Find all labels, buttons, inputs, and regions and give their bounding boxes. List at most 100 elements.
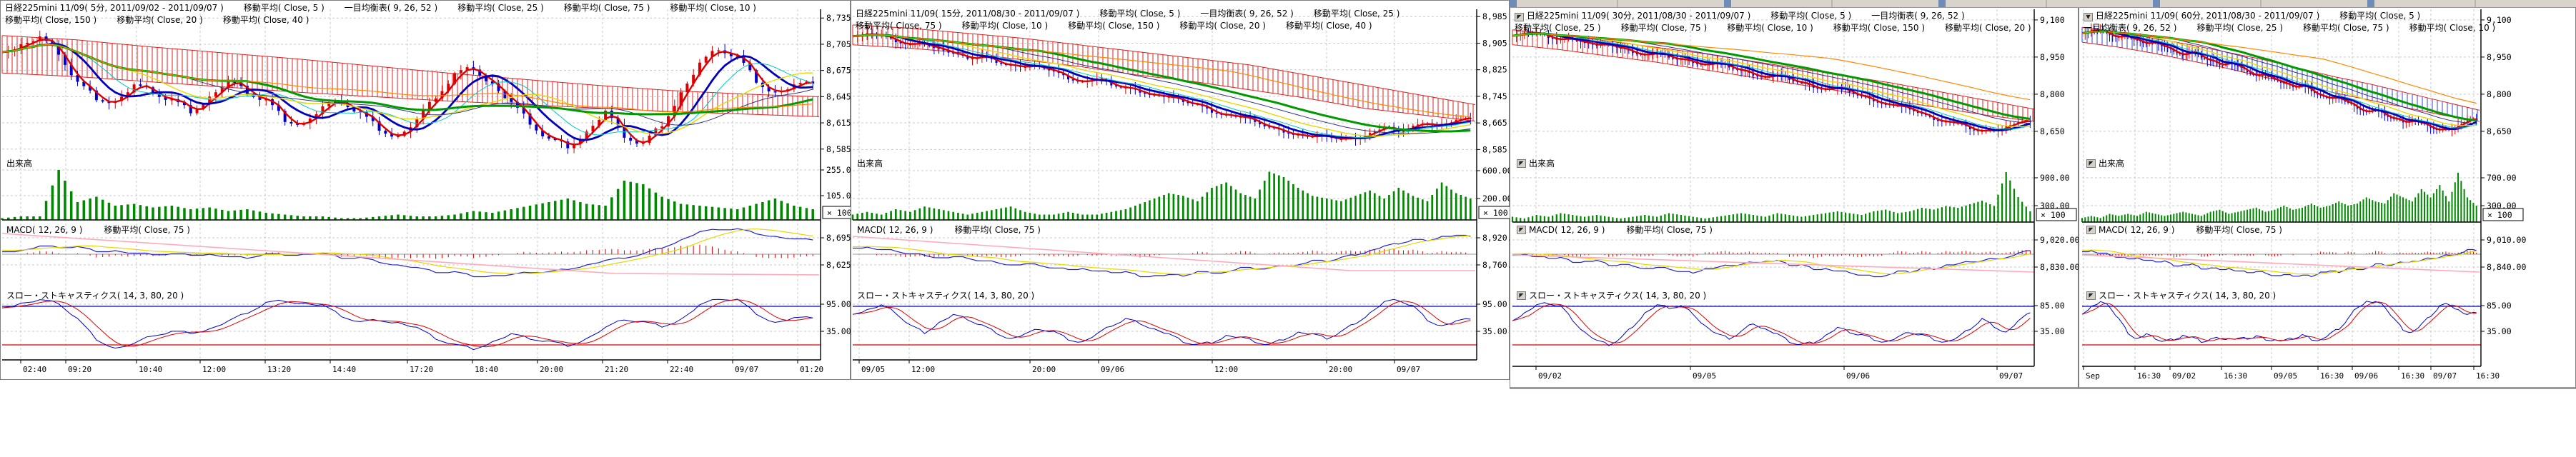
svg-text:85.00: 85.00	[2487, 301, 2512, 311]
chart-title: 日経225mini 11/09( 60分, 2011/08/30 - 2011/…	[2095, 11, 2320, 21]
stoch-axis-labels: 85.00 35.00	[1512, 301, 2065, 336]
time-tick-label: 09/07	[2433, 371, 2457, 381]
time-tick-label: 20:00	[1329, 365, 1352, 374]
axes	[853, 9, 1477, 361]
time-tick-label: 09/05	[861, 365, 885, 374]
time-tick-label: 09/07	[1999, 371, 2023, 381]
time-tick-label: 16:30	[2401, 371, 2424, 381]
chart-window-nikkei225mini-60min: Sep 16:30 09/02 16:30 09/05 16:30 09/06 16:30 09…	[2079, 0, 2576, 389]
time-tick-label: 13:20	[267, 365, 291, 374]
svg-text:85.00: 85.00	[2040, 301, 2065, 311]
stoch-axis-labels: 95.00 35.00	[2, 299, 851, 336]
legend-item: 移動平均( Close, 150 )	[1833, 23, 1925, 33]
time-tick-label: 20:00	[1032, 365, 1056, 374]
legend-item: 移動平均( Close, 20 )	[1179, 21, 1266, 31]
time-axis: 02:40 09:20 10:40 12:00 13:20 14:40 17:20 18:40…	[20, 9, 823, 374]
chart-canvas-5min: 02:40 09:20 10:40 12:00 13:20 14:40 17:20 18:40…	[1, 9, 851, 374]
svg-text:8,950: 8,950	[2040, 52, 2065, 62]
volume-multiplier-badge: × 100	[822, 206, 851, 219]
stochastics-pane-label: スロー・ストキャスティクス( 14, 3, 80, 20 )	[857, 291, 1035, 301]
chart-header: ▼ 日経225mini 11/09( 60分, 2011/08/30 - 201…	[2084, 10, 2572, 34]
volume-multiplier-badge: × 100	[2482, 208, 2524, 221]
macd-pane-label: MACD( 12, 26, 9 )	[6, 224, 83, 235]
time-tick-label: 12:00	[911, 365, 935, 374]
pane-window-icon[interactable]: ◤	[2086, 225, 2096, 234]
svg-text:700.00: 700.00	[2487, 173, 2517, 183]
macd-pane	[852, 234, 1477, 278]
axes	[2, 9, 821, 361]
stochastics-pane-label-row: ◤ スロー・ストキャスティクス( 14, 3, 80, 20 )	[2086, 289, 2276, 301]
legend-item: 移動平均( Close, 5 )	[1770, 11, 1852, 21]
pane-window-icon[interactable]: ◤	[1517, 291, 1526, 300]
volume-bars	[1, 170, 821, 221]
time-tick-label: 16:30	[2137, 371, 2161, 381]
macd-pane-label: MACD( 12, 26, 9 )	[1529, 224, 1605, 235]
macd-pane-label-row: MACD( 12, 26, 9 ) 移動平均( Close, 75 )	[6, 224, 190, 236]
legend-item: 移動平均( Close, 150 )	[5, 15, 97, 25]
axes	[1512, 9, 2035, 367]
macd-pane-label: MACD( 12, 26, 9 )	[857, 224, 933, 235]
chart-title: 日経225mini 11/09( 30分, 2011/08/30 - 2011/…	[1526, 11, 1751, 21]
macd-pane	[2081, 248, 2481, 278]
macd-overlay-label: 移動平均( Close, 75 )	[2196, 225, 2282, 235]
pane-window-icon[interactable]: ◤	[1517, 225, 1526, 234]
svg-text:8,950: 8,950	[2487, 52, 2512, 62]
svg-text:8,760.00: 8,760.00	[1482, 260, 1510, 270]
pane-window-icon[interactable]: ◤	[1517, 159, 1526, 168]
volume-axis-labels: 600.00 200.00	[853, 166, 1510, 204]
svg-text:× 100: × 100	[1483, 208, 1508, 218]
macd-pane	[1512, 250, 2035, 278]
stochastics-pane	[1, 298, 821, 351]
legend-item: 移動平均( Close, 5 )	[2339, 11, 2421, 21]
window-titlebar-strip[interactable]	[1510, 0, 2576, 8]
svg-text:9,020.00: 9,020.00	[2040, 235, 2079, 245]
time-tick-label: 02:40	[23, 365, 46, 374]
legend-item: 移動平均( Close, 20 )	[117, 15, 203, 25]
candlesticks	[2084, 23, 2477, 136]
legend-item: 移動平均( Close, 25 )	[1515, 23, 1601, 33]
time-tick-label: 09/06	[1846, 371, 1870, 381]
svg-text:8,920.00: 8,920.00	[1482, 233, 1510, 243]
svg-text:35.00: 35.00	[2040, 326, 2065, 336]
svg-text:95.00: 95.00	[826, 299, 851, 309]
legend-item: 移動平均( Close, 25 )	[1313, 9, 1400, 19]
macd-overlay-label: 移動平均( Close, 75 )	[954, 225, 1041, 235]
plot-area: 09/05 12:00 20:00 09/06 12:00 20:00 09/07 8,985…	[851, 9, 1510, 374]
svg-text:200.00: 200.00	[1482, 194, 1510, 204]
legend-item: 一目均衡表( 9, 26, 52 )	[2084, 23, 2177, 33]
svg-text:8,665: 8,665	[1482, 118, 1507, 128]
stochastics-pane-label-row: スロー・ストキャスティクス( 14, 3, 80, 20 )	[6, 289, 184, 301]
stochastics-pane-label-row: スロー・ストキャスティクス( 14, 3, 80, 20 )	[857, 289, 1034, 301]
time-tick-label: 09/07	[1397, 365, 1420, 374]
time-tick-label: Sep	[2086, 371, 2100, 381]
svg-text:× 100: × 100	[2487, 210, 2512, 220]
time-tick-label: 09/05	[2274, 371, 2297, 381]
window-restore-icon[interactable]: ◤	[1515, 13, 1524, 21]
moving-average-lines	[1512, 31, 2031, 132]
svg-text:255.0: 255.0	[826, 165, 851, 175]
svg-text:9,010.00: 9,010.00	[2487, 235, 2526, 245]
volume-axis-labels: 255.0 105.0	[2, 165, 851, 201]
stochastics-pane-label: スロー・ストキャスティクス( 14, 3, 80, 20 )	[1529, 291, 1707, 301]
chart-window-nikkei225mini-5min: 02:40 09:20 10:40 12:00 13:20 14:40 17:20 18:40…	[0, 0, 851, 380]
volume-multiplier-badge: × 100	[1478, 206, 1510, 219]
svg-text:9,100: 9,100	[2487, 15, 2512, 25]
chart-header: 日経225mini 11/09( 5分, 2011/09/02 - 2011/0…	[5, 2, 847, 26]
time-tick-label: 18:40	[475, 365, 498, 374]
svg-text:35.00: 35.00	[2487, 326, 2512, 336]
legend-item: 移動平均( Close, 75 )	[2303, 23, 2389, 33]
volume-pane-label: 出来高	[6, 159, 33, 169]
svg-text:8,705: 8,705	[826, 39, 851, 49]
legend-item: 移動平均( Close, 10 )	[1727, 23, 1813, 33]
window-menu-dropdown-icon[interactable]: ▼	[2084, 13, 2093, 21]
legend-item: 移動平均( Close, 75 )	[563, 3, 650, 13]
svg-text:8,650: 8,650	[2487, 126, 2512, 136]
volume-pane-label-row: 出来高	[6, 157, 32, 169]
pane-window-icon[interactable]: ◤	[2086, 291, 2096, 300]
time-tick-label: 17:20	[410, 365, 433, 374]
chart-title: 日経225mini 11/09( 15分, 2011/08/30 - 2011/…	[856, 9, 1080, 19]
pane-window-icon[interactable]: ◤	[2086, 159, 2096, 168]
svg-text:8,985: 8,985	[1482, 11, 1507, 21]
